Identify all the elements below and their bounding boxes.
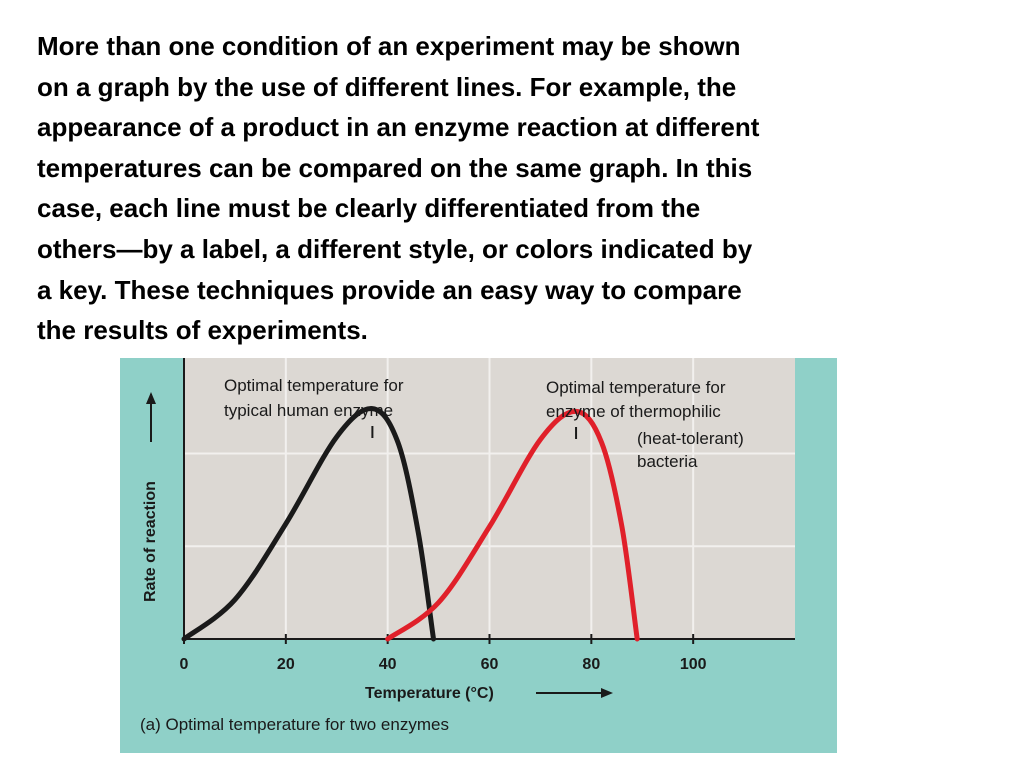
thermophilic-enzyme-curve: [385, 408, 640, 642]
x-tick-label: 60: [481, 656, 499, 673]
y-axis-arrow-head: [146, 392, 156, 404]
series-lines: [181, 406, 640, 642]
axes: 0 20 40 60 80 100: [180, 358, 795, 673]
x-axis-label: Temperature (°C): [365, 685, 494, 702]
thermo-enzyme-label-line1: Optimal temperature for: [546, 378, 726, 397]
y-axis-label: Rate of reaction: [142, 481, 159, 602]
enzyme-temperature-figure: 0 20 40 60 80 100 Optimal temperature for typ…: [120, 358, 837, 753]
x-tick-label: 80: [582, 656, 600, 673]
thermo-enzyme-label-line2: enzyme of thermophilic: [546, 402, 721, 421]
figure-caption: (a) Optimal temperature for two enzymes: [140, 715, 449, 734]
explanatory-paragraph: More than one condition of an experiment…: [37, 26, 997, 351]
paragraph-line: case, each line must be clearly differen…: [37, 193, 701, 224]
x-tick-label: 20: [277, 656, 295, 673]
grid: [184, 358, 795, 639]
human-enzyme-label-line2: typical human enzyme: [224, 401, 393, 420]
paragraph-line: appearance of a product in an enzyme rea…: [37, 112, 760, 143]
thermo-enzyme-label-line3: (heat-tolerant): [637, 429, 744, 448]
paragraph-line: on a graph by the use of different lines…: [37, 71, 737, 102]
paragraph-line: others—by a label, a different style, or…: [37, 233, 753, 264]
paragraph-line: a key. These techniques provide an easy …: [37, 274, 742, 305]
paragraph-line: temperatures can be compared on the same…: [37, 152, 753, 183]
thermo-enzyme-label-line4: bacteria: [637, 452, 698, 471]
x-axis-arrow-head: [601, 688, 613, 698]
x-tick-label: 0: [180, 656, 189, 673]
x-tick-label: 100: [680, 656, 707, 673]
human-enzyme-label-line1: Optimal temperature for: [224, 376, 404, 395]
human-enzyme-curve: [181, 406, 436, 642]
paragraph-line: the results of experiments.: [37, 315, 368, 346]
enzyme-temperature-chart: 0 20 40 60 80 100 Optimal temperature for typ…: [120, 358, 837, 753]
paragraph-line: More than one condition of an experiment…: [37, 31, 741, 61]
x-tick-label: 40: [379, 656, 397, 673]
